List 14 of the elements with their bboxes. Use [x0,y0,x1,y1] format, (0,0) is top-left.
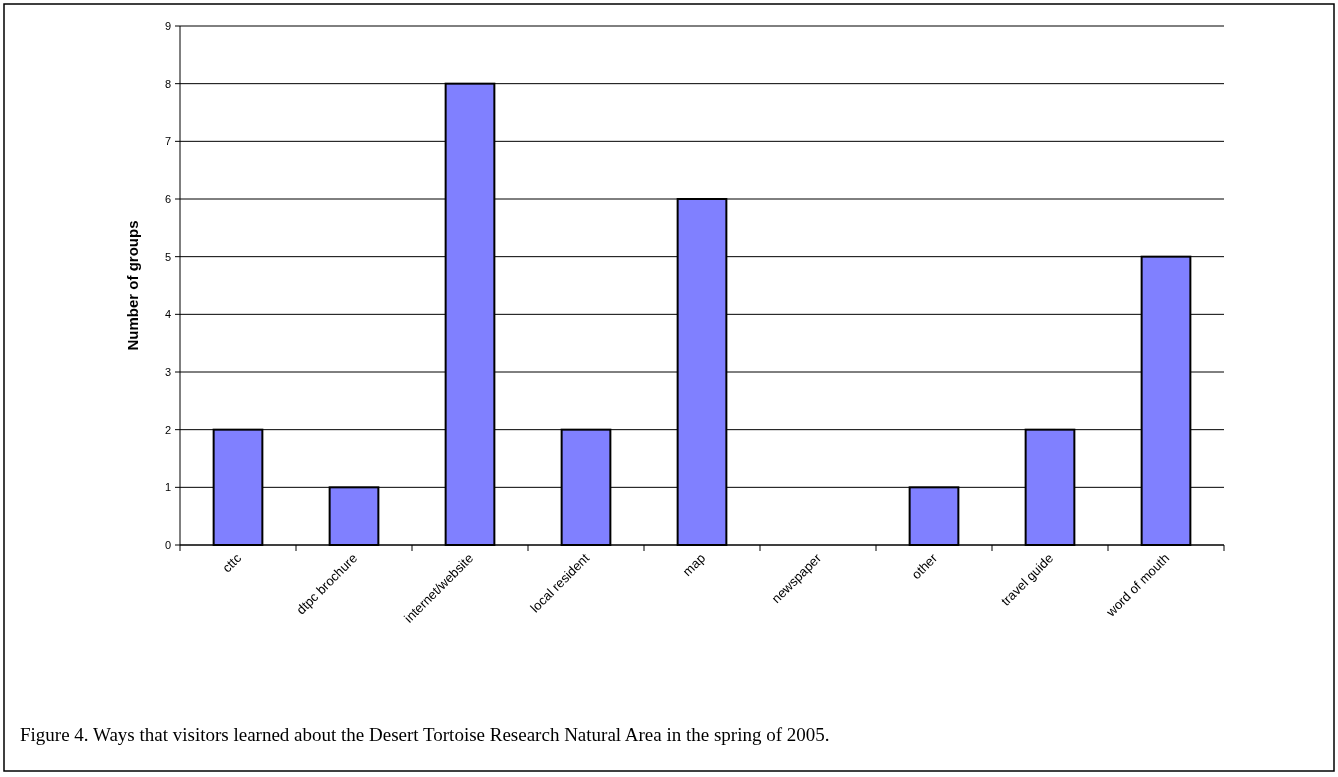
y-tick-label: 1 [164,481,171,494]
caption: Figure 4. Ways that visitors learned about the Desert Tortoise Research Natural Area in the spring of 2005. [20,724,830,745]
y-tick-label: 0 [164,538,171,551]
y-tick-label: 9 [164,19,171,32]
x-tick-label: cttc [219,550,245,576]
y-tick-label: 3 [164,365,171,378]
y-tick-label: 5 [164,250,171,263]
y-axis-title: Number of groups [124,220,141,351]
y-tick-label: 4 [164,308,171,321]
y-tick-label: 6 [164,192,171,205]
y-tick-label: 2 [164,423,171,436]
x-tick-label: map [679,550,709,580]
y-tick-label: 7 [164,135,171,148]
y-tick-label: 8 [164,77,171,90]
